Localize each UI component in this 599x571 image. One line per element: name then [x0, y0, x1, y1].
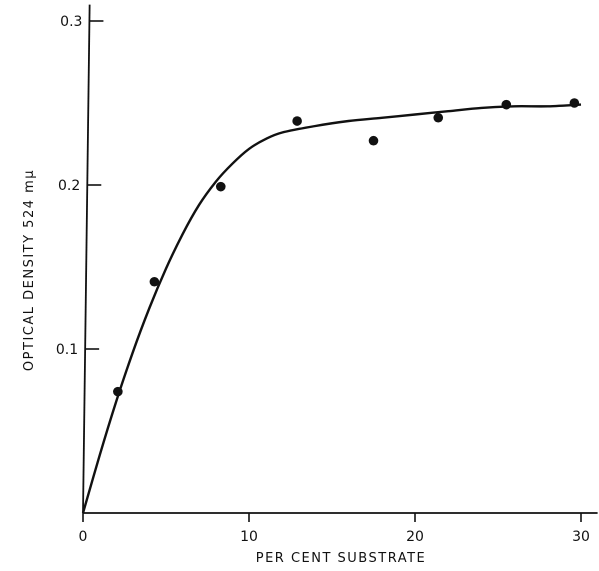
x-tick-label: 20: [406, 529, 424, 545]
y-tick-label: 0.2: [58, 178, 80, 194]
data-points: [113, 98, 580, 397]
x-tick-label: 0: [79, 529, 88, 545]
fitted-curve: [81, 103, 582, 514]
data-point: [368, 135, 379, 146]
x-tick-label: 30: [572, 529, 590, 545]
y-tick-label: 0.3: [60, 14, 82, 30]
data-point: [433, 112, 444, 123]
data-point: [292, 116, 302, 126]
y-tick-label: 0.1: [56, 342, 78, 358]
ticks: 0 10 20 30 0.1 0.2 0.3: [56, 14, 590, 545]
x-axis-title: PER CENT SUBSTRATE: [256, 551, 427, 566]
data-point: [113, 386, 123, 397]
axes: [82, 4, 598, 514]
data-point: [149, 276, 160, 287]
x-tick-label: 10: [240, 529, 258, 545]
data-point: [569, 98, 580, 108]
y-axis-line: [82, 4, 91, 514]
data-point: [215, 181, 226, 192]
y-axis-title: OPTICAL DENSITY 524 mμ: [22, 169, 37, 371]
data-point: [501, 99, 512, 110]
